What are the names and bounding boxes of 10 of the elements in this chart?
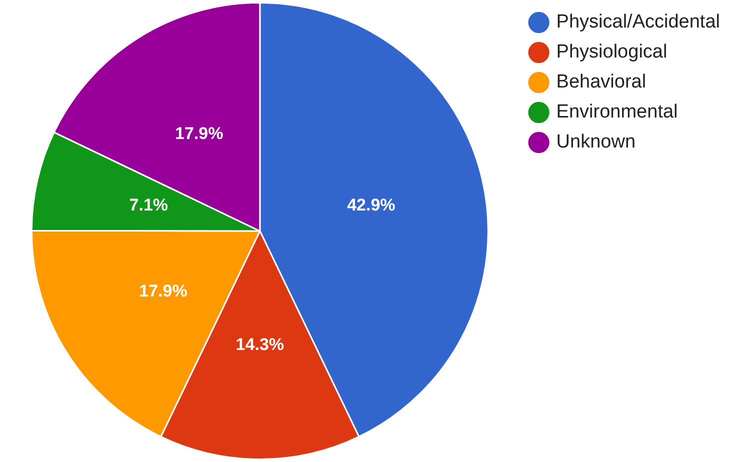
data-label: 17.9% [139,281,188,300]
legend-label: Environmental [556,102,678,123]
data-label: 7.1% [129,195,168,214]
legend-label: Unknown [556,132,636,153]
legend-label: Physical/Accidental [556,12,720,33]
legend-label: Physiological [556,42,668,63]
data-label: 17.9% [175,124,224,144]
data-label: 42.9% [347,195,396,214]
legend-label: Behavioral [556,72,646,93]
data-label: 14.3% [236,334,284,354]
